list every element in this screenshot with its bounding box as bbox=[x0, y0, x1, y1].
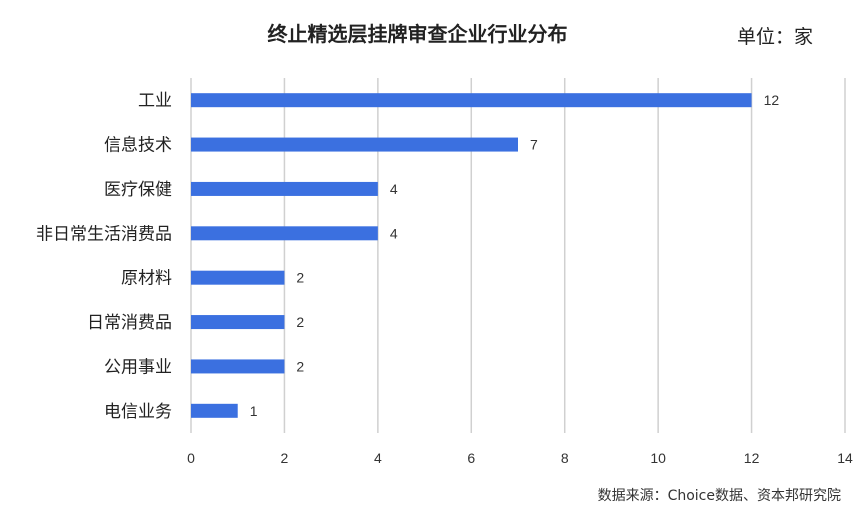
x-tick-label: 4 bbox=[374, 450, 382, 466]
x-tick-label: 6 bbox=[467, 450, 475, 466]
bar-5 bbox=[191, 315, 285, 330]
source-note: 数据来源：Choice数据、资本邦研究院 bbox=[597, 488, 841, 504]
unit-label: 单位：家 bbox=[736, 26, 813, 48]
category-label: 原材料 bbox=[121, 269, 172, 289]
category-label: 信息技术 bbox=[104, 136, 172, 156]
x-tick-label: 14 bbox=[837, 450, 853, 466]
category-label: 日常消费品 bbox=[87, 313, 172, 333]
bars bbox=[191, 93, 752, 418]
category-label: 公用事业 bbox=[104, 357, 172, 377]
category-label: 非日常生活消费品 bbox=[36, 224, 172, 244]
category-label: 电信业务 bbox=[104, 402, 172, 422]
value-label: 2 bbox=[296, 270, 304, 286]
gridlines bbox=[190, 78, 846, 433]
value-label: 4 bbox=[390, 225, 398, 241]
bar-3 bbox=[191, 226, 378, 241]
category-label: 工业 bbox=[138, 91, 172, 111]
bar-4 bbox=[191, 270, 285, 285]
value-label: 2 bbox=[296, 314, 304, 330]
bar-6 bbox=[191, 359, 285, 374]
x-tick-label: 0 bbox=[187, 450, 195, 466]
chart-title: 终止精选层挂牌审查企业行业分布 bbox=[267, 22, 568, 46]
bar-1 bbox=[191, 137, 518, 152]
value-labels: 12 7 4 4 2 2 2 1 bbox=[250, 92, 780, 419]
x-tick-label: 8 bbox=[561, 450, 569, 466]
value-label: 2 bbox=[296, 358, 304, 374]
x-tick-label: 10 bbox=[650, 450, 666, 466]
value-label: 1 bbox=[250, 403, 258, 419]
x-axis-ticks: 0 2 4 6 8 10 12 14 bbox=[187, 450, 853, 466]
bar-2 bbox=[191, 181, 378, 196]
value-label: 4 bbox=[390, 181, 398, 197]
bar-7 bbox=[191, 403, 238, 418]
value-label: 7 bbox=[530, 137, 538, 153]
x-tick-label: 12 bbox=[744, 450, 760, 466]
value-label: 12 bbox=[764, 92, 780, 108]
bar-0 bbox=[191, 93, 752, 108]
x-tick-label: 2 bbox=[281, 450, 289, 466]
category-label: 医疗保健 bbox=[104, 180, 172, 200]
